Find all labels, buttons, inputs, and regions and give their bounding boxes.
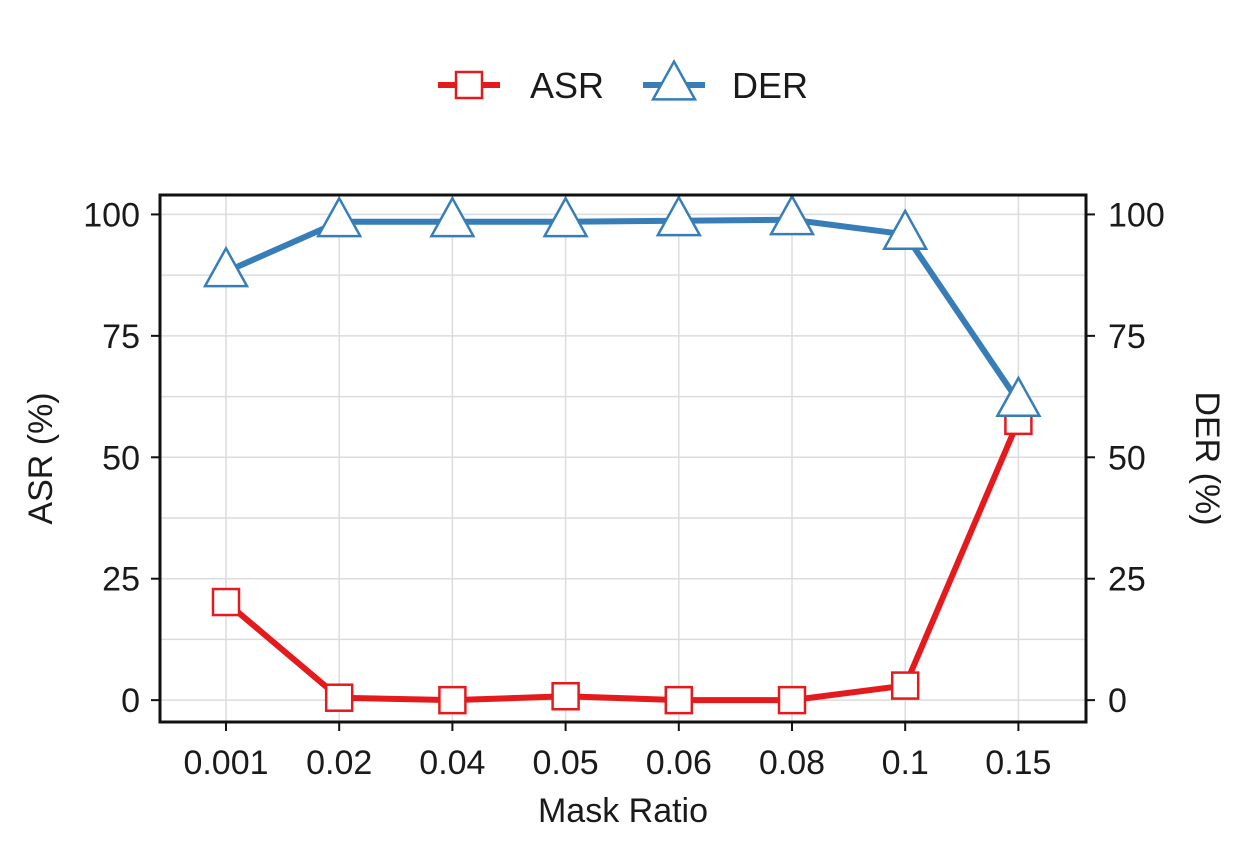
der-point [995,375,1042,418]
der-point [655,194,702,237]
asr-point [664,685,694,715]
der-line [224,216,1021,404]
right-y-tick-label: 0 [1108,682,1127,720]
x-ticks: 0.001 0.02 0.04 0.05 0.06 0.08 0.1 0.15 [183,722,1051,782]
asr-point [211,587,241,617]
right-y-axis-title: DER (%) [1188,391,1226,525]
right-y-tick-label: 100 [1108,196,1165,234]
x-tick-label: 0.06 [646,744,712,782]
left-y-ticks: 0 25 50 75 100 [83,196,160,720]
left-y-tick-label: 100 [83,196,140,234]
legend-der-marker [650,58,698,101]
right-y-tick-label: 50 [1108,439,1146,477]
asr-point [324,683,354,712]
left-y-tick-label: 0 [121,682,140,720]
legend-der-label: DER [732,65,808,106]
der-point [316,195,363,238]
der-point [542,195,589,238]
x-tick-label: 0.05 [533,744,599,782]
left-y-tick-label: 50 [102,439,140,477]
plot-frame [158,193,1088,724]
x-tick-label: 0.15 [985,744,1051,782]
asr-point [890,671,920,700]
x-tick-label: 0.08 [759,744,825,782]
der-point [882,208,929,250]
asr-line [224,419,1022,704]
asr-point [551,682,580,711]
legend-asr-marker [454,70,484,100]
x-axis-title: Mask Ratio [538,792,708,830]
x-tick-label: 0.1 [882,744,929,782]
asr-point [777,685,807,715]
grid [160,195,1086,722]
legend: ASR DER [438,58,808,106]
left-y-axis-title: ASR (%) [22,392,60,524]
legend-asr-label: ASR [530,65,604,106]
right-y-tick-label: 75 [1108,318,1146,356]
right-y-ticks: 0 25 50 75 100 [1086,196,1165,720]
der-point [768,193,816,236]
series-lines [224,216,1022,704]
left-y-tick-label: 25 [102,561,140,599]
der-point [429,195,476,238]
x-tick-label: 0.001 [183,744,268,782]
der-point [202,245,250,288]
x-tick-label: 0.02 [306,744,372,782]
left-y-tick-label: 75 [102,318,140,356]
x-tick-label: 0.04 [419,744,485,782]
markers [202,193,1042,715]
asr-point [438,685,467,715]
right-y-tick-label: 25 [1108,561,1146,599]
